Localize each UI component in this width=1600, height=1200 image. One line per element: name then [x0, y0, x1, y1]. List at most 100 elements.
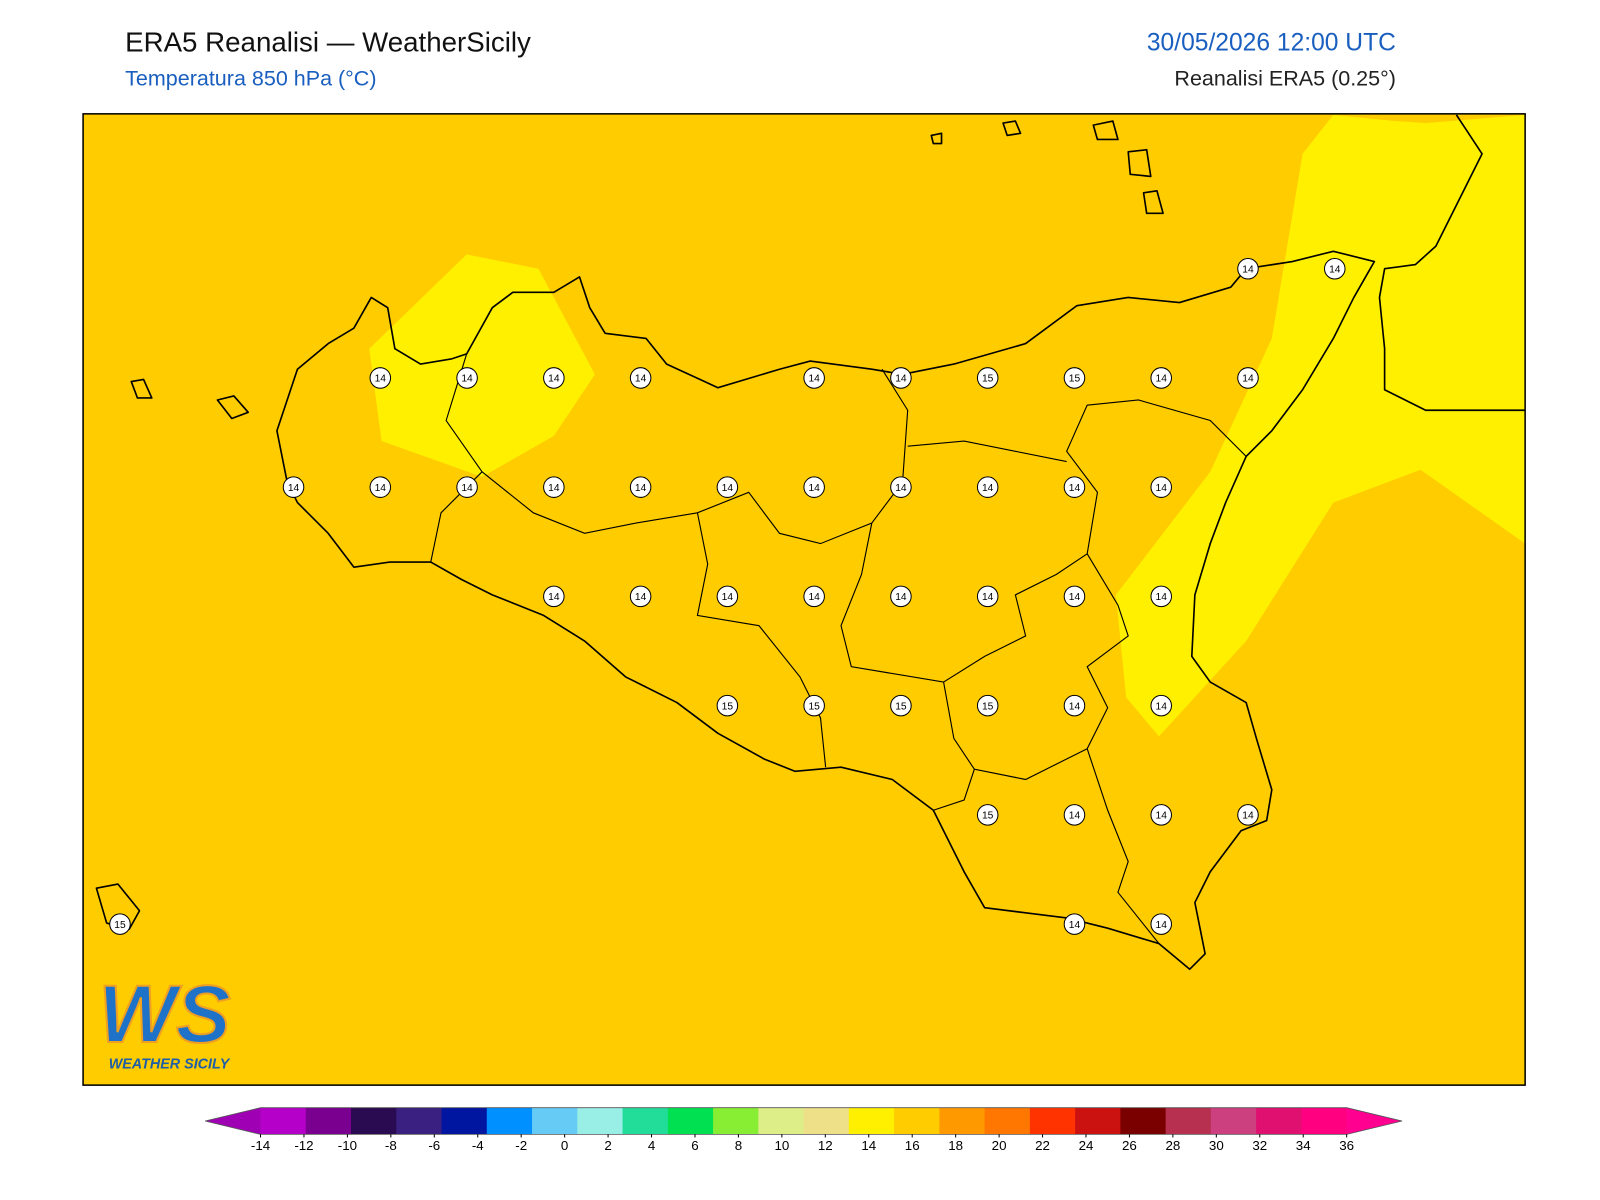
station-marker: [543, 585, 565, 608]
station-marker: [803, 585, 825, 608]
colorbar-bin: [396, 1107, 443, 1135]
colorbar-bin: [1075, 1107, 1121, 1135]
station: 14: [1150, 694, 1172, 717]
station: 14: [456, 367, 478, 389]
station-value: 14: [461, 374, 473, 385]
station-value: 14: [548, 592, 560, 603]
station: 14: [803, 367, 825, 389]
station-value: 14: [982, 483, 994, 494]
colorbar-bin: [1256, 1107, 1302, 1135]
station-marker: [1150, 694, 1172, 717]
station-marker: [890, 694, 912, 717]
station-marker: [976, 804, 999, 826]
colorbar-tick-label: 4: [648, 1138, 656, 1153]
station-value: 14: [1069, 920, 1081, 931]
colorbar-bin: [758, 1107, 805, 1135]
station-marker: [543, 367, 565, 389]
station-value: 14: [1242, 811, 1254, 822]
colorbar-bin: [667, 1107, 714, 1135]
station-value: 14: [1069, 701, 1081, 712]
colorbar-bin: [1165, 1107, 1212, 1135]
station: 14: [629, 476, 652, 498]
title: ERA5 Reanalisi — WeatherSicily: [125, 26, 531, 57]
station-marker: [1150, 367, 1172, 389]
colorbar-bin: [532, 1107, 578, 1135]
station-value: 15: [1069, 374, 1081, 385]
station-value: 14: [1069, 811, 1081, 822]
station-value: 14: [1329, 264, 1341, 275]
station-marker: [282, 476, 305, 498]
province-border: [430, 353, 1247, 944]
logo-mark: WS: [98, 969, 230, 1060]
colorbar-bin: [894, 1107, 940, 1135]
colorbar-tick-label: 20: [992, 1138, 1007, 1153]
station: 14: [543, 585, 565, 608]
station: 14: [976, 585, 999, 608]
station: 14: [976, 476, 999, 498]
colorbar-tick-label: 8: [735, 1138, 742, 1153]
station-value: 14: [895, 374, 907, 385]
station: 15: [109, 913, 131, 935]
colorbar-bin: [803, 1107, 850, 1135]
station-marker: [1063, 913, 1086, 935]
station: 15: [976, 367, 999, 389]
station-value: 14: [1069, 592, 1081, 603]
station-value: 15: [895, 701, 907, 712]
subtitle: Temperatura 850 hPa (°C): [125, 67, 376, 91]
station-value: 14: [635, 374, 647, 385]
station-value: 15: [808, 701, 820, 712]
station-value: 14: [1156, 592, 1168, 603]
colorbar-bin: [1029, 1107, 1076, 1135]
colorbar-bin: [441, 1107, 488, 1135]
station-value: 14: [895, 592, 907, 603]
station-marker: [629, 585, 652, 608]
station: 15: [976, 804, 999, 826]
station: 15: [803, 694, 825, 717]
station: 14: [1150, 804, 1172, 826]
station-marker: [1150, 913, 1172, 935]
colorbar-tick-label: -10: [338, 1138, 357, 1153]
station: 14: [1063, 476, 1086, 498]
station: 14: [1150, 476, 1172, 498]
station-marker: [1237, 804, 1259, 826]
station-value: 14: [808, 374, 820, 385]
station-value: 14: [1156, 811, 1168, 822]
station: 14: [1063, 694, 1086, 717]
station-value: 14: [1069, 483, 1081, 494]
station-marker: [1324, 257, 1346, 280]
colorbar-tick-label: 14: [861, 1138, 876, 1153]
colorbar-bin: [848, 1107, 895, 1135]
station-value: 14: [1242, 374, 1254, 385]
station-marker: [890, 367, 912, 389]
station-value: 14: [1156, 920, 1168, 931]
station: 14: [803, 585, 825, 608]
colorbar-bin: [486, 1107, 533, 1135]
colorbar-tick-label: -12: [294, 1138, 313, 1153]
colorbar-tick-label: 0: [561, 1138, 568, 1153]
station-value: 15: [722, 701, 734, 712]
colorbar-tick-label: -6: [428, 1138, 440, 1153]
colorbar-tick-label: 12: [818, 1138, 833, 1153]
colorbar-tick-label: 34: [1296, 1138, 1311, 1153]
station-marker: [976, 367, 999, 389]
colorbar-bin: [1301, 1107, 1348, 1135]
station-marker: [629, 367, 652, 389]
station: 14: [543, 476, 565, 498]
station: 14: [1150, 585, 1172, 608]
station-value: 14: [635, 483, 647, 494]
map-frame: [82, 113, 1526, 1086]
station-value: 15: [982, 374, 994, 385]
station-marker: [1150, 476, 1172, 498]
colorbar-bin: [260, 1107, 307, 1135]
colorbar-over: [1346, 1107, 1403, 1135]
station-value: 14: [808, 592, 820, 603]
station: 14: [369, 476, 392, 498]
station: 14: [1150, 367, 1172, 389]
station: 14: [282, 476, 305, 498]
station: 14: [456, 476, 478, 498]
logo: WS WEATHER SICILY: [97, 968, 231, 1072]
station-value: 15: [982, 701, 994, 712]
colorbar-bin: [305, 1107, 352, 1135]
station-value: 14: [1242, 264, 1254, 275]
source: Reanalisi ERA5 (0.25°): [1174, 67, 1395, 91]
